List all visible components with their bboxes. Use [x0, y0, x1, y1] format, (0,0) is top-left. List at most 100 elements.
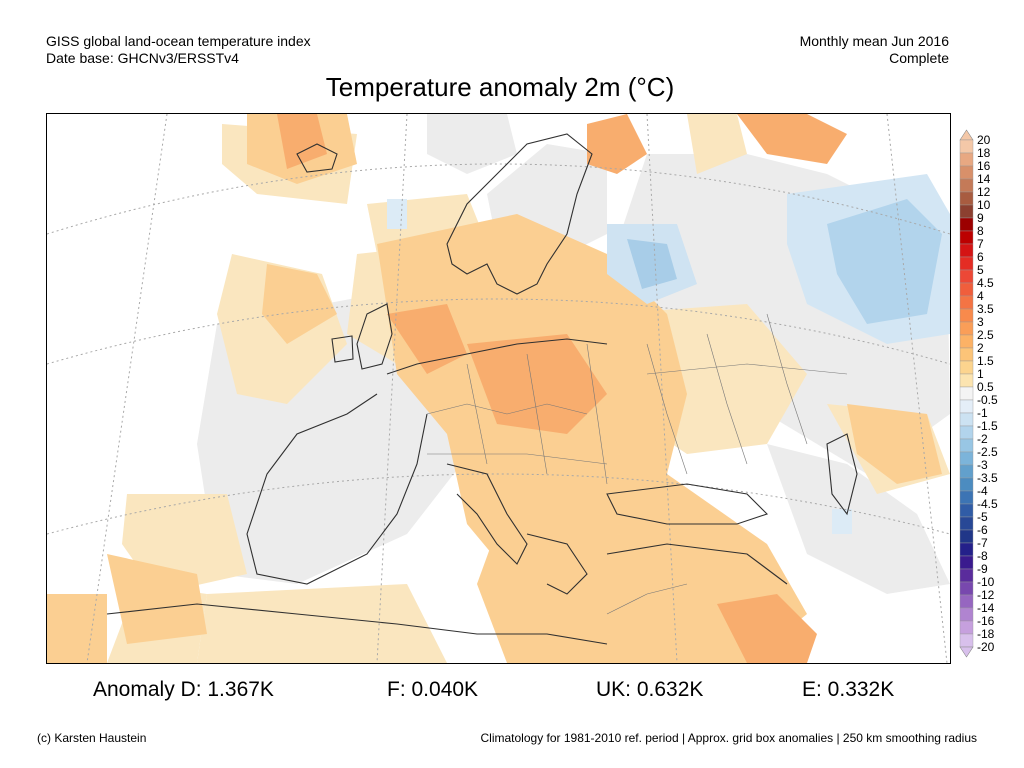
colorbar-swatch — [959, 243, 974, 258]
cool-anomaly-fields — [387, 174, 950, 534]
colorbar-label: -6 — [977, 523, 988, 537]
coastline-black-sea — [606, 483, 769, 525]
colorbar-label: 3 — [977, 315, 984, 329]
colorbar-legend: 201816141210987654.543.532.521.510.5-0.5… — [959, 129, 998, 658]
map-canvas — [47, 114, 950, 663]
colorbar-label: -1.5 — [977, 419, 998, 433]
colorbar-label: -3.5 — [977, 471, 998, 485]
colorbar-labels: 201816141210987654.543.532.521.510.5-0.5… — [977, 133, 998, 654]
colorbar-label: -12 — [977, 588, 995, 602]
dataset-title: GISS global land-ocean temperature index — [46, 33, 311, 49]
warm-anomaly-fields-strong — [277, 114, 847, 663]
colorbar-swatch — [959, 555, 974, 570]
colorbar-swatch — [959, 152, 974, 167]
colorbar-bottom-arrow — [959, 646, 974, 658]
stat-e: E: 0.332K — [802, 678, 895, 701]
colorbar-swatch — [959, 399, 974, 414]
colorbar-label: 3.5 — [977, 302, 994, 316]
colorbar-label: 14 — [977, 172, 991, 186]
colorbar-label: -5 — [977, 510, 988, 524]
colorbar-swatch — [959, 568, 974, 583]
anomaly-map — [46, 113, 951, 664]
colorbar-label: -4.5 — [977, 497, 998, 511]
country-borders — [426, 313, 848, 615]
colorbar-label: 1 — [977, 367, 984, 381]
colorbar-swatch — [959, 542, 974, 557]
colorbar-swatch — [959, 256, 974, 271]
colorbar-label: -16 — [977, 614, 995, 628]
colorbar-label: 0.5 — [977, 380, 994, 394]
colorbar-label: 2.5 — [977, 328, 994, 342]
colorbar-label: -8 — [977, 549, 988, 563]
colorbar-swatch — [959, 178, 974, 193]
footnote: Climatology for 1981-2010 ref. period | … — [480, 731, 978, 745]
colorbar-swatch — [959, 438, 974, 453]
coastline-iceland — [296, 143, 338, 173]
graticule — [47, 114, 950, 663]
colorbar-swatch — [959, 607, 974, 622]
stat-anomaly-d: Anomaly D: 1.367K — [93, 678, 274, 701]
colorbar-swatches — [959, 129, 974, 658]
coastline-iberia-france — [246, 393, 428, 585]
colorbar-label: 9 — [977, 211, 984, 225]
coastline-north-europe — [386, 338, 608, 375]
stat-uk: UK: 0.632K — [596, 678, 704, 701]
colorbar-swatch — [959, 633, 974, 648]
colorbar-label: 2 — [977, 341, 984, 355]
colorbar-swatch — [959, 594, 974, 609]
colorbar-swatch — [959, 451, 974, 466]
colorbar-swatch — [959, 464, 974, 479]
colorbar-label: -1 — [977, 406, 988, 420]
colorbar-top-arrow — [959, 129, 974, 141]
colorbar-label: -20 — [977, 640, 995, 654]
colorbar-swatch — [959, 373, 974, 388]
stat-f: F: 0.040K — [387, 678, 479, 701]
coastline-ireland — [331, 335, 354, 363]
colorbar-swatch — [959, 139, 974, 154]
colorbar-swatch — [959, 620, 974, 635]
colorbar-label: -14 — [977, 601, 995, 615]
colorbar-label: -9 — [977, 562, 988, 576]
colorbar-swatch — [959, 295, 974, 310]
colorbar-label: -7 — [977, 536, 988, 550]
coastline-scandinavia — [446, 133, 593, 295]
status-label: Complete — [889, 50, 949, 66]
coastlines — [106, 133, 858, 645]
colorbar-swatch — [959, 477, 974, 492]
colorbar-swatch — [959, 425, 974, 440]
coastline-britain — [356, 303, 393, 370]
colorbar-label: -2 — [977, 432, 988, 446]
colorbar-swatch — [959, 334, 974, 349]
colorbar-label: -2.5 — [977, 445, 998, 459]
map-title: Temperature anomaly 2m (°C) — [325, 72, 675, 102]
colorbar-swatch — [959, 308, 974, 323]
coastline-north-africa — [106, 603, 608, 645]
colorbar-label: -10 — [977, 575, 995, 589]
colorbar-label: 12 — [977, 185, 991, 199]
colorbar-label: 4.5 — [977, 276, 994, 290]
colorbar-label: 8 — [977, 224, 984, 238]
colorbar-label: 7 — [977, 237, 984, 251]
colorbar-swatch — [959, 217, 974, 232]
colorbar-swatch — [959, 204, 974, 219]
colorbar-swatch — [959, 269, 974, 284]
period-label: Monthly mean Jun 2016 — [799, 33, 949, 49]
coastline-caspian — [826, 433, 858, 516]
coastline-italy — [446, 463, 528, 565]
colorbar-swatch — [959, 321, 974, 336]
copyright: (c) Karsten Haustein — [37, 731, 147, 745]
colorbar-swatch — [959, 412, 974, 427]
colorbar-label: -18 — [977, 627, 995, 641]
colorbar-label: 6 — [977, 250, 984, 264]
colorbar-swatch — [959, 191, 974, 206]
colorbar-label: 4 — [977, 289, 984, 303]
colorbar-label: -3 — [977, 458, 988, 472]
colorbar-swatch — [959, 490, 974, 505]
colorbar-label: -4 — [977, 484, 988, 498]
colorbar-swatch — [959, 230, 974, 245]
colorbar-swatch — [959, 360, 974, 375]
colorbar-swatch — [959, 347, 974, 362]
colorbar-label: 18 — [977, 146, 991, 160]
colorbar-swatch — [959, 581, 974, 596]
colorbar-swatch — [959, 503, 974, 518]
